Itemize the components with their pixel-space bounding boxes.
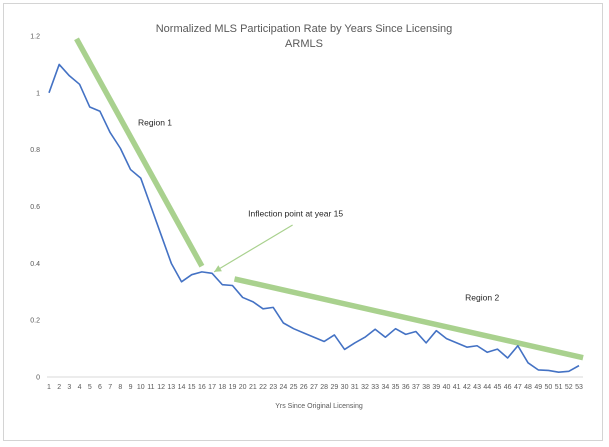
- annotation-layer: Region 1 Inflection point at year 15 Regio…: [138, 118, 499, 303]
- x-tick-label: 46: [504, 384, 512, 391]
- x-tick-label: 48: [524, 384, 532, 391]
- x-tick-label: 49: [534, 384, 542, 391]
- annotation-label: Region 2: [465, 292, 499, 302]
- x-axis-label: Yrs Since Original Licensing: [275, 403, 363, 410]
- x-tick-label: 52: [565, 384, 573, 391]
- line-chart: Normalized MLS Participation Rate by Yea…: [30, 23, 584, 410]
- trendline: [74, 37, 205, 268]
- x-tick-label: 38: [422, 384, 430, 391]
- x-tick-label: 3: [67, 384, 71, 391]
- x-tick-label: 2: [57, 384, 61, 391]
- x-tick-label: 14: [178, 384, 186, 391]
- x-tick-label: 13: [167, 384, 175, 391]
- annotation-label: Region 1: [138, 118, 172, 128]
- x-tick-label: 12: [157, 384, 165, 391]
- chart-title: Normalized MLS Participation Rate by Yea…: [156, 23, 453, 35]
- series-line: [48, 63, 580, 373]
- trendline-layer: [74, 37, 584, 361]
- x-tick-label: 37: [412, 384, 420, 391]
- x-tick-label: 35: [392, 384, 400, 391]
- x-tick-label: 30: [341, 384, 349, 391]
- x-tick-label: 29: [330, 384, 338, 391]
- x-tick-label: 41: [453, 384, 461, 391]
- y-tick-label: 0.6: [30, 204, 40, 211]
- series-layer: [48, 63, 580, 373]
- x-tick-label: 45: [494, 384, 502, 391]
- x-tick-label: 7: [108, 384, 112, 391]
- x-tick-label: 53: [575, 384, 583, 391]
- x-tick-label: 51: [555, 384, 563, 391]
- x-tick-label: 1: [47, 384, 51, 391]
- x-tick-label: 15: [188, 384, 196, 391]
- x-tick-label: 34: [381, 384, 389, 391]
- inflection-arrow: [213, 224, 293, 273]
- x-tick-label: 23: [269, 384, 277, 391]
- y-tick-label: 0.8: [30, 147, 40, 154]
- y-tick-label: 1.2: [30, 34, 40, 41]
- x-tick-label: 47: [514, 384, 522, 391]
- x-tick-label: 33: [371, 384, 379, 391]
- x-tick-label: 26: [300, 384, 308, 391]
- y-tick-label: 0.2: [30, 318, 40, 325]
- x-tick-label: 39: [432, 384, 440, 391]
- x-tick-label: 18: [218, 384, 226, 391]
- x-tick-label: 10: [137, 384, 145, 391]
- y-tick-label: 0.4: [30, 261, 40, 268]
- chart-frame: Normalized MLS Participation Rate by Yea…: [3, 3, 603, 441]
- x-tick-label: 40: [443, 384, 451, 391]
- annotation-label: Inflection point at year 15: [248, 208, 343, 218]
- y-tick-label: 0: [36, 375, 40, 382]
- y-tick-label: 1: [36, 90, 40, 97]
- x-tick-label: 5: [88, 384, 92, 391]
- x-tick-label: 24: [280, 384, 288, 391]
- x-tick-label: 22: [259, 384, 267, 391]
- x-tick-label: 4: [78, 384, 82, 391]
- x-tick-label: 17: [208, 384, 216, 391]
- x-tick-label: 16: [198, 384, 206, 391]
- x-tick-label: 28: [320, 384, 328, 391]
- x-tick-label: 43: [473, 384, 481, 391]
- x-tick-label: 42: [463, 384, 471, 391]
- x-tick-label: 9: [129, 384, 133, 391]
- arrowhead: [214, 265, 222, 272]
- x-tick-label: 36: [402, 384, 410, 391]
- x-tick-label: 6: [98, 384, 102, 391]
- x-tick-label: 19: [229, 384, 237, 391]
- x-tick-label: 21: [249, 384, 257, 391]
- chart-subtitle: ARMLS: [285, 38, 323, 50]
- x-tick-label: 25: [290, 384, 298, 391]
- x-tick-label: 27: [310, 384, 318, 391]
- x-tick-label: 20: [239, 384, 247, 391]
- x-tick-label: 11: [147, 384, 154, 391]
- trendline: [233, 276, 584, 361]
- axis-layer: 00.20.40.60.811.21 2 3 4 5 6 7 8 9 10 11 12 13 14 15 16…: [30, 34, 583, 391]
- x-tick-label: 31: [351, 384, 359, 391]
- x-tick-label: 50: [545, 384, 553, 391]
- x-tick-label: 44: [483, 384, 491, 391]
- x-tick-label: 32: [361, 384, 369, 391]
- x-tick-label: 8: [118, 384, 122, 391]
